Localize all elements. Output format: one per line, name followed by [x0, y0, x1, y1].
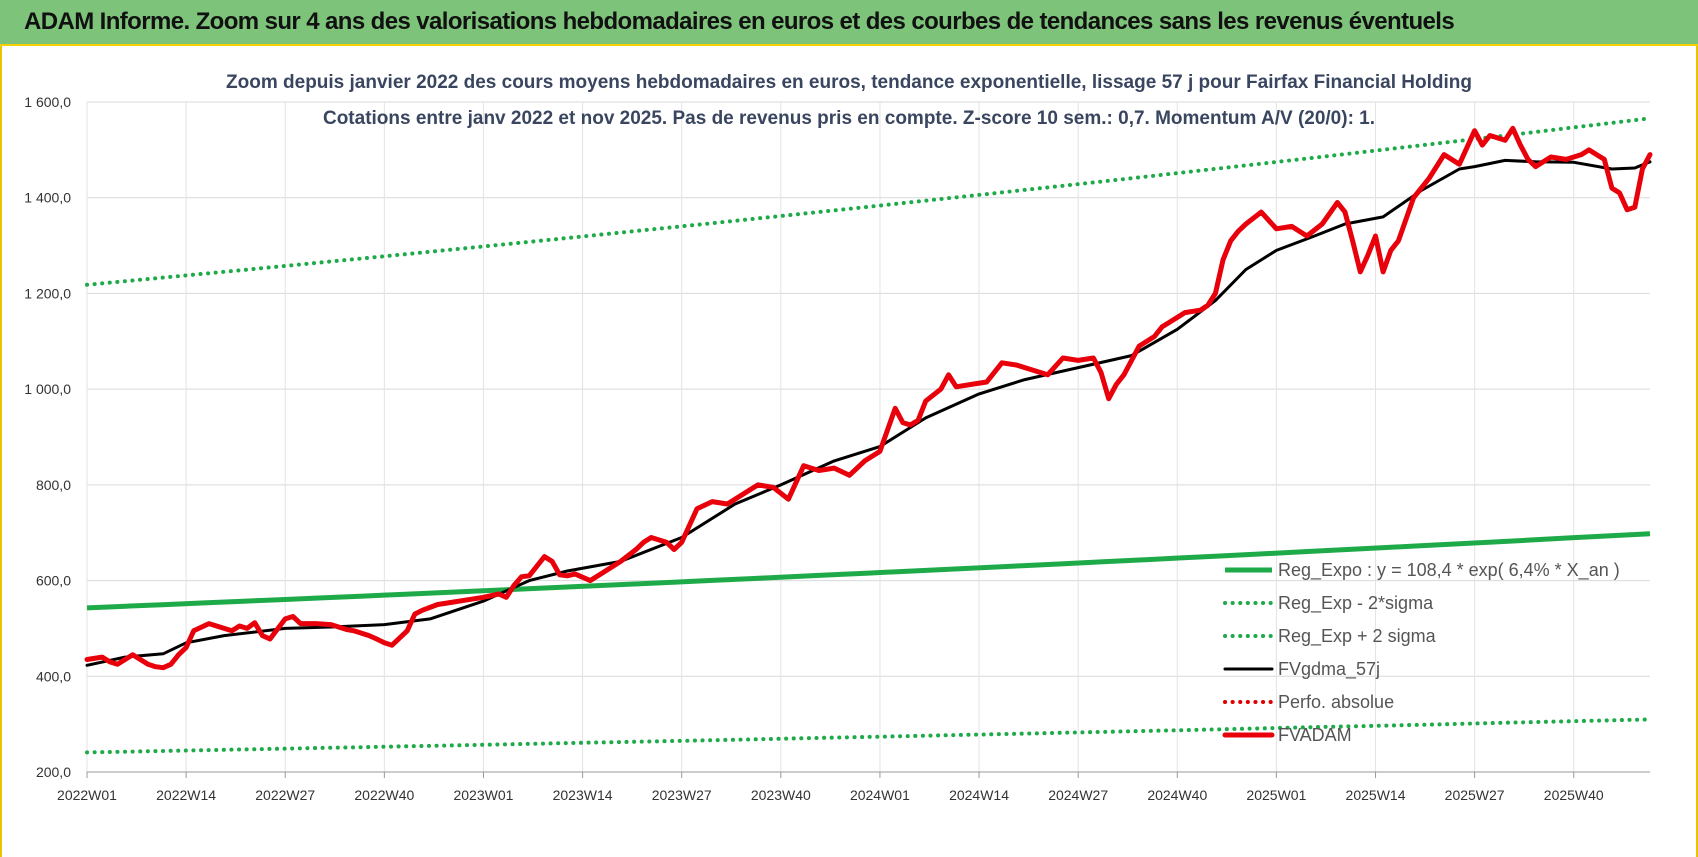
- x-tick-label: 2024W14: [949, 787, 1009, 803]
- y-tick-label: 400,0: [36, 668, 71, 684]
- y-tick-label: 1 600,0: [24, 94, 71, 110]
- x-tick-label: 2025W27: [1445, 787, 1505, 803]
- y-tick-label: 1 400,0: [24, 190, 71, 206]
- x-tick-label: 2022W27: [255, 787, 315, 803]
- chart-title-line-1: Zoom depuis janvier 2022 des cours moyen…: [226, 72, 1472, 93]
- legend-label: Reg_Expo : y = 108,4 * exp( 6,4% * X_an …: [1278, 560, 1620, 581]
- y-tick-label: 200,0: [36, 764, 71, 780]
- x-axis-ticks: 2022W01 2022W14 2022W27 2022W40 2023W01 2023W…: [57, 787, 1604, 803]
- reg-plus-2sigma-line: [85, 116, 1652, 287]
- x-tick-label: 2024W40: [1147, 787, 1207, 803]
- y-tick-label: 1 000,0: [24, 381, 71, 397]
- legend-label: Reg_Exp - 2*sigma: [1278, 593, 1434, 614]
- chart-title-line-2: Cotations entre janv 2022 et nov 2025. P…: [323, 108, 1375, 129]
- x-tick-label: 2023W01: [453, 787, 513, 803]
- legend-label: Perfo. absolue: [1278, 692, 1394, 712]
- legend-label: FVADAM: [1278, 725, 1352, 745]
- y-tick-label: 600,0: [36, 573, 71, 589]
- reg-minus-2sigma-line: [85, 717, 1652, 755]
- legend: Reg_Expo : y = 108,4 * exp( 6,4% * X_an …: [1222, 560, 1620, 745]
- fvgdma-57j-line: [85, 158, 1652, 667]
- y-axis-ticks: 200,0 400,0 600,0 800,0 1 000,0 1 200,0 1 400,…: [24, 94, 71, 780]
- x-tick-label: 2023W40: [751, 787, 811, 803]
- legend-label: FVgdma_57j: [1278, 659, 1380, 680]
- x-tick-label: 2023W14: [553, 787, 613, 803]
- reg-expo-line: [86, 531, 1651, 611]
- page-title: ADAM Informe. Zoom sur 4 ans des valoris…: [24, 8, 1455, 35]
- x-tick-label: 2024W01: [850, 787, 910, 803]
- series-lines: [84, 116, 1653, 755]
- x-tick-label: 2025W01: [1246, 787, 1306, 803]
- x-tick-label: 2025W40: [1544, 787, 1604, 803]
- chart-frame: [0, 46, 1698, 857]
- x-tick-label: 2022W40: [354, 787, 414, 803]
- y-tick-label: 1 200,0: [24, 285, 71, 301]
- header-banner: ADAM Informe. Zoom sur 4 ans des valoris…: [0, 0, 1698, 46]
- x-tick-label: 2022W14: [156, 787, 216, 803]
- x-tick-label: 2022W01: [57, 787, 117, 803]
- fvadam-line: [84, 125, 1653, 671]
- x-tick-label: 2024W27: [1048, 787, 1108, 803]
- x-tick-label: 2023W27: [652, 787, 712, 803]
- y-tick-label: 800,0: [36, 477, 71, 493]
- grid-lines: [86, 101, 1650, 778]
- legend-label: Reg_Exp + 2 sigma: [1278, 626, 1437, 647]
- x-tick-label: 2025W14: [1346, 787, 1406, 803]
